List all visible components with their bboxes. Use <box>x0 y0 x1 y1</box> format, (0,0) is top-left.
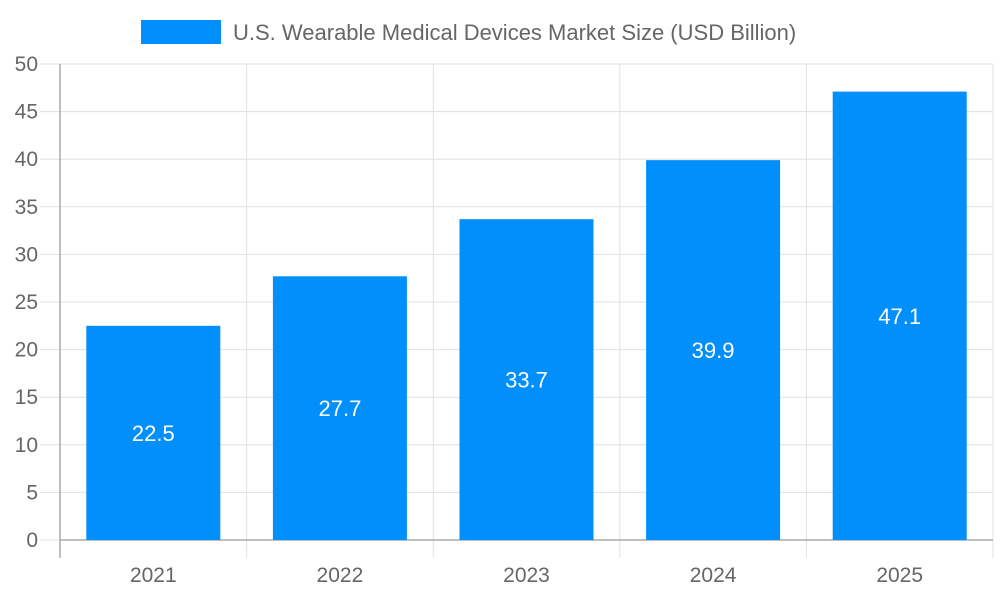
data-label: 27.7 <box>318 396 361 421</box>
bar-2025[interactable] <box>832 91 967 540</box>
y-tick-label: 10 <box>15 434 38 457</box>
bar-2022[interactable] <box>272 276 407 540</box>
y-tick-label: 25 <box>15 291 38 314</box>
y-tick-label: 50 <box>15 53 38 76</box>
data-label: 39.9 <box>692 338 735 363</box>
x-tick-label: 2023 <box>503 564 550 587</box>
y-tick-label: 20 <box>15 339 38 362</box>
x-tick-label: 2021 <box>130 564 177 587</box>
y-tick-label: 45 <box>15 101 38 124</box>
data-label: 47.1 <box>878 304 921 329</box>
data-label: 33.7 <box>505 368 548 393</box>
y-tick-label: 30 <box>15 243 38 266</box>
legend-label: U.S. Wearable Medical Devices Market Siz… <box>233 20 796 45</box>
y-tick-label: 5 <box>26 481 38 504</box>
legend-swatch <box>141 20 221 44</box>
bar-2023[interactable] <box>459 219 594 540</box>
data-label: 22.5 <box>132 421 175 446</box>
x-tick-label: 2024 <box>690 564 737 587</box>
y-tick-label: 15 <box>15 386 38 409</box>
y-tick-label: 40 <box>15 148 38 171</box>
y-tick-label: 35 <box>15 196 38 219</box>
y-tick-label: 0 <box>26 529 38 552</box>
bars: 22.5 27.7 33.7 39.9 47.1 <box>86 91 967 541</box>
x-tick-label: 2022 <box>317 564 364 587</box>
bar-2021[interactable] <box>86 325 221 540</box>
legend[interactable]: U.S. Wearable Medical Devices Market Siz… <box>141 20 796 45</box>
bar-2024[interactable] <box>646 160 781 541</box>
x-tick-label: 2025 <box>876 564 923 587</box>
